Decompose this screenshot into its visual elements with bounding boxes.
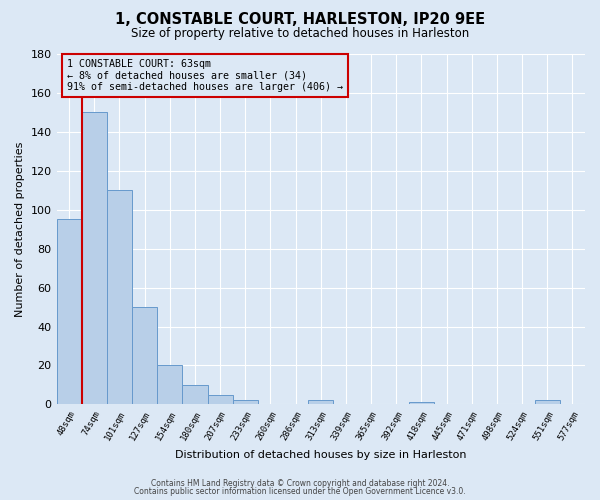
X-axis label: Distribution of detached houses by size in Harleston: Distribution of detached houses by size … [175, 450, 467, 460]
Text: Size of property relative to detached houses in Harleston: Size of property relative to detached ho… [131, 28, 469, 40]
Text: Contains public sector information licensed under the Open Government Licence v3: Contains public sector information licen… [134, 487, 466, 496]
Bar [409, 402, 434, 404]
Bar [208, 394, 233, 404]
Bar [535, 400, 560, 404]
Bar [182, 385, 208, 404]
Bar [157, 366, 182, 405]
Bar [132, 307, 157, 404]
Bar [233, 400, 258, 404]
Text: 1, CONSTABLE COURT, HARLESTON, IP20 9EE: 1, CONSTABLE COURT, HARLESTON, IP20 9EE [115, 12, 485, 28]
Bar [107, 190, 132, 404]
Bar [308, 400, 334, 404]
Text: 1 CONSTABLE COURT: 63sqm
← 8% of detached houses are smaller (34)
91% of semi-de: 1 CONSTABLE COURT: 63sqm ← 8% of detache… [67, 60, 343, 92]
Bar [56, 220, 82, 404]
Y-axis label: Number of detached properties: Number of detached properties [15, 142, 25, 317]
Bar [82, 112, 107, 405]
Text: Contains HM Land Registry data © Crown copyright and database right 2024.: Contains HM Land Registry data © Crown c… [151, 478, 449, 488]
